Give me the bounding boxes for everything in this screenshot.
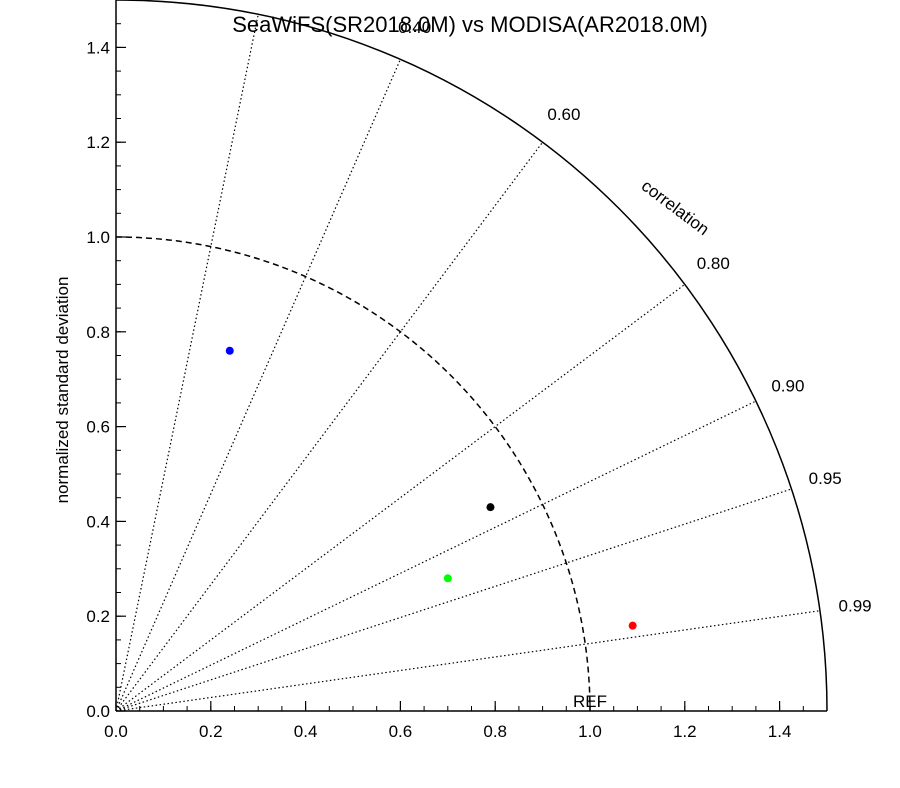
data-point-3: [443, 574, 452, 583]
point-layer: [225, 346, 637, 630]
x-tick-label: 1.4: [768, 722, 792, 741]
correlation-line-0.80: [115, 283, 686, 712]
correlation-line-0.60: [115, 141, 544, 712]
correlation-line-0.90: [115, 400, 757, 712]
correlation-line-0.20: [115, 14, 259, 712]
x-tick-label: 0.4: [294, 722, 318, 741]
data-point-2: [486, 503, 495, 512]
x-tick-label: 0.0: [104, 722, 128, 741]
grid-layer: [115, 14, 820, 712]
data-point-4: [628, 621, 637, 630]
correlation-tick-label: 0.80: [697, 254, 730, 273]
outer-arc: [115, 0, 828, 712]
y-tick-label: 0.2: [86, 607, 110, 626]
x-tick-label: 1.2: [673, 722, 697, 741]
y-tick-label: 1.0: [86, 228, 110, 247]
chart-title: SeaWiFS(SR2018.0M) vs MODISA(AR2018.0M): [232, 12, 708, 37]
reference-label: REF: [573, 692, 607, 711]
y-tick-label: 0.8: [86, 323, 110, 342]
correlation-tick-label: 0.99: [839, 597, 872, 616]
axis-layer: [115, 0, 828, 712]
x-tick-label: 0.2: [199, 722, 223, 741]
y-tick-label: 1.4: [86, 38, 110, 57]
correlation-arc-label: correlation: [638, 176, 713, 239]
y-axis-label: normalized standard deviation: [53, 277, 72, 504]
correlation-tick-label: 0.40: [398, 18, 431, 37]
y-tick-label: 0.4: [86, 512, 110, 531]
y-tick-label: 0.6: [86, 418, 110, 437]
x-tick-label: 1.0: [578, 722, 602, 741]
correlation-line-0.40: [115, 59, 401, 712]
y-tick-label: 0.0: [86, 702, 110, 721]
data-point-1: [225, 346, 234, 355]
label-layer: 0.200.400.600.800.900.950.990.00.20.40.6…: [86, 18, 872, 741]
correlation-line-0.95: [115, 488, 792, 712]
correlation-tick-label: 0.95: [809, 469, 842, 488]
y-tick-label: 1.2: [86, 133, 110, 152]
correlation-tick-label: 0.90: [771, 377, 804, 396]
reference-arc: [115, 236, 591, 712]
x-tick-label: 0.8: [483, 722, 507, 741]
correlation-line-0.99: [115, 610, 820, 712]
correlation-tick-label: 0.60: [547, 105, 580, 124]
x-tick-label: 0.6: [389, 722, 413, 741]
